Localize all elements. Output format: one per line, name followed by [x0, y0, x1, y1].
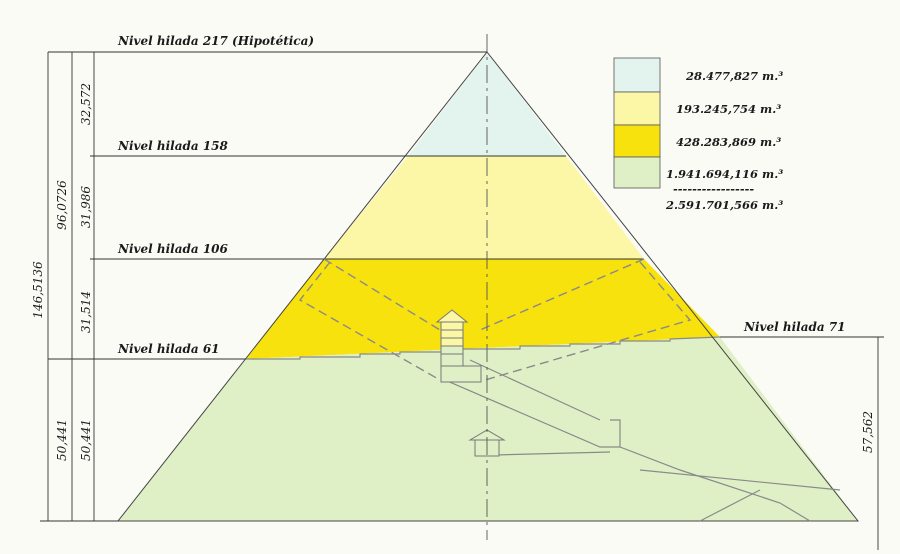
legend-swatch-middle [613, 124, 661, 158]
dim-right: 57,562 [861, 411, 875, 453]
dashed-ramp-left [298, 261, 441, 381]
label-level-top: Nivel hilada 217 (Hipotética) [117, 34, 314, 48]
band-upper [324, 156, 644, 259]
dim-upper: 96,0726 [55, 180, 69, 230]
legend-value-apex: 28.477,827 m.³ [685, 69, 783, 83]
legend-swatch-upper [613, 91, 661, 126]
legend: 28.477,827 m.³ 193.245,754 m.³ 428.283,8… [613, 57, 783, 212]
legend-value-base: 1.941.694,116 m.³ [666, 167, 783, 181]
lower-passage [699, 489, 761, 522]
legend-value-middle: 428.283,869 m.³ [676, 135, 781, 149]
dim-seg-low: 31,514 [79, 291, 93, 333]
queen-passage [494, 451, 611, 456]
pyramid-outline [116, 51, 860, 522]
legend-value-upper: 193.245,754 m.³ [676, 102, 781, 116]
band-base [118, 337, 858, 521]
legend-swatch-apex [613, 57, 661, 93]
dim-base-outer: 50,441 [55, 419, 69, 461]
descending-corridor-2 [639, 469, 841, 491]
label-level-106: Nivel hilada 106 [117, 242, 229, 256]
descending-corridor [619, 446, 811, 522]
label-level-61: Nivel hilada 61 [117, 342, 220, 356]
kings-chamber [435, 309, 482, 383]
legend-swatch-base [613, 156, 661, 189]
dim-total: 146,5136 [31, 261, 45, 319]
label-level-71: Nivel hilada 71 [743, 320, 846, 334]
legend-total: 2.591.701,566 m.³ [665, 198, 783, 212]
label-level-158: Nivel hilada 158 [117, 139, 229, 153]
dashed-ramp-right-upper [479, 258, 645, 331]
dashed-ramp-right [484, 261, 692, 381]
legend-separator: ----------------- [673, 182, 754, 196]
ascending-passage [469, 359, 601, 421]
dim-seg-mid: 31,986 [79, 186, 93, 228]
dim-seg-top: 32,572 [79, 83, 93, 125]
dim-base-inner: 50,441 [79, 419, 93, 461]
stepped-boundary [246, 336, 721, 360]
dashed-ramp-left-upper [323, 258, 441, 331]
